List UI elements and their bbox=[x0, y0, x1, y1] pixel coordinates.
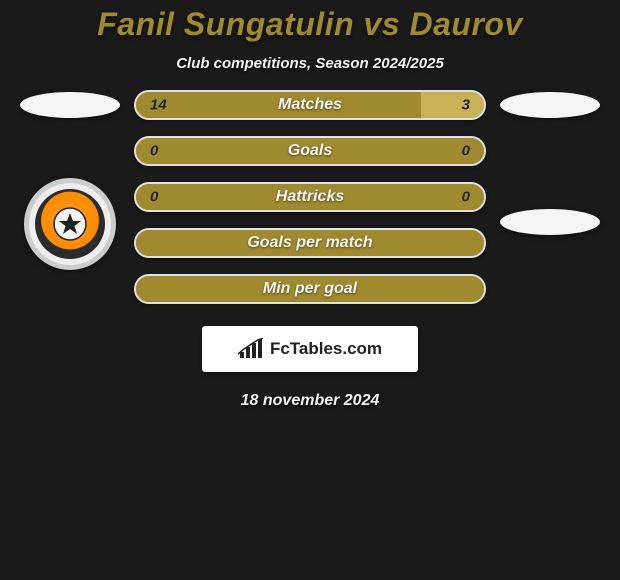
placeholder-ellipse-icon bbox=[500, 209, 600, 235]
stat-label: Goals per match bbox=[247, 234, 372, 252]
stat-bar: Min per goal bbox=[134, 274, 486, 304]
bar-fill-right bbox=[421, 92, 484, 118]
stat-value-right: 0 bbox=[462, 189, 470, 206]
bar-fill-left bbox=[136, 138, 310, 164]
stat-label: Min per goal bbox=[263, 280, 357, 298]
stat-bar: 14 Matches 3 bbox=[134, 90, 486, 120]
stat-row-matches: 14 Matches 3 bbox=[0, 90, 620, 120]
stat-value-left: 0 bbox=[150, 189, 158, 206]
page-title: Fanil Sungatulin vs Daurov bbox=[0, 6, 620, 43]
player-right-club-slot bbox=[490, 205, 610, 235]
player-left-club-slot bbox=[10, 170, 130, 270]
stat-label: Matches bbox=[278, 96, 342, 114]
stat-label: Goals bbox=[288, 142, 332, 160]
stat-bar: 0 Goals 0 0 Hattricks 0 Goals per match bbox=[134, 136, 486, 304]
source-logo[interactable]: FcTables.com bbox=[202, 326, 418, 372]
player-left-badge-slot bbox=[10, 92, 130, 118]
placeholder-ellipse-icon bbox=[20, 92, 120, 118]
comparison-card: Fanil Sungatulin vs Daurov Club competit… bbox=[0, 0, 620, 410]
stat-bar: Goals per match bbox=[134, 228, 486, 258]
date-label: 18 november 2024 bbox=[0, 392, 620, 410]
bar-chart-icon bbox=[238, 338, 264, 360]
subtitle: Club competitions, Season 2024/2025 bbox=[0, 55, 620, 72]
stat-value-right: 3 bbox=[462, 97, 470, 114]
club-badge-ural bbox=[24, 178, 116, 270]
stat-label: Hattricks bbox=[276, 188, 344, 206]
stat-value-left: 14 bbox=[150, 97, 167, 114]
source-logo-text: FcTables.com bbox=[270, 339, 382, 359]
stat-value-right: 0 bbox=[462, 143, 470, 160]
player-right-badge-slot bbox=[490, 92, 610, 118]
stat-value-left: 0 bbox=[150, 143, 158, 160]
placeholder-ellipse-icon bbox=[500, 92, 600, 118]
club-badge-icon bbox=[35, 189, 105, 259]
stat-bar: 0 Hattricks 0 bbox=[134, 182, 486, 212]
stat-row-goals: 0 Goals 0 0 Hattricks 0 Goals per match bbox=[0, 136, 620, 304]
bar-fill-right bbox=[310, 138, 484, 164]
